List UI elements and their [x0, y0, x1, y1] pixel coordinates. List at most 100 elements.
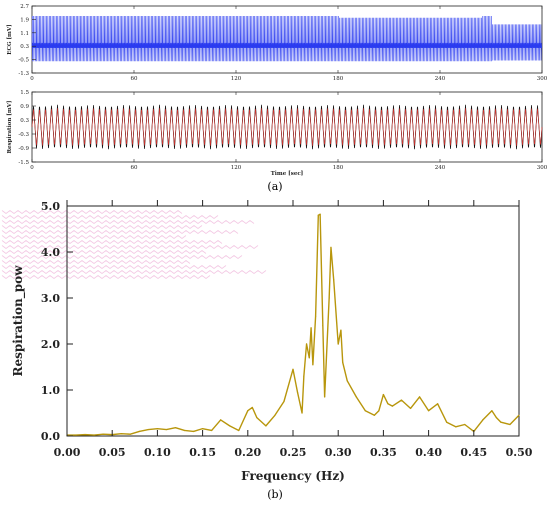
- panel-a-caption: (a): [267, 180, 282, 193]
- spectrum-point: [322, 325, 324, 327]
- spectrum-point: [373, 414, 375, 416]
- respiration-y-axis-label: Respiration [mV]: [7, 100, 13, 153]
- spectrum-point: [315, 315, 317, 317]
- spectrum-point: [292, 368, 294, 370]
- spectrum-panel: 0.01.02.03.04.05.0 0.00 0.05 0.10 0.15 0.20 0…: [11, 200, 533, 483]
- spectrum-point: [495, 417, 497, 419]
- respiration-fit-line: [31, 108, 543, 146]
- spectrum-line: [67, 213, 520, 436]
- spectrum-point: [382, 394, 384, 396]
- spectrum-point: [165, 428, 168, 431]
- spectrum-point: [328, 297, 330, 299]
- spectrum-point: [400, 399, 403, 401]
- respiration-y-ticks: 1.5 0.9 0.3 -0.3 -0.9 -1.5: [18, 90, 36, 166]
- spectrum-point: [283, 400, 285, 403]
- spectrum-point: [192, 430, 195, 432]
- spectrum-point: [378, 410, 380, 412]
- x-tick-label: 0.25: [280, 446, 307, 459]
- spectrum-point: [183, 429, 186, 432]
- y-tick-label: 0.0: [41, 430, 60, 443]
- spectrum-point: [120, 433, 122, 435]
- artifact-stripe: [1, 215, 219, 219]
- spectrum-point: [428, 410, 430, 412]
- x-tick-label: 300: [537, 76, 548, 82]
- y-tick-label: -1.5: [18, 160, 29, 166]
- artifact-stripe: [1, 265, 227, 269]
- spectrum-point: [256, 417, 258, 419]
- y-tick-label: -0.3: [18, 132, 29, 138]
- panel-b-caption: (b): [267, 488, 283, 501]
- x-tick-label: 180: [333, 165, 344, 171]
- spectrum-point: [229, 425, 231, 427]
- x-tick-label: 240: [435, 165, 446, 171]
- respiration-series: [31, 104, 543, 150]
- spectrum-plot-frame: [66, 205, 520, 437]
- spectrum-point: [482, 419, 484, 421]
- ecg-panel: 2.7 1.9 1.1 0.3 -0.5 -1.3 0 60 120 180 240 300 ECG…: [7, 4, 548, 82]
- respiration-panel: 1.5 0.9 0.3 -0.3 -0.9 -1.5 0 60 120 180 240 300 Re…: [7, 90, 548, 177]
- spectrum-point: [509, 423, 511, 426]
- x-tick-label: 0.30: [325, 446, 352, 459]
- artifact-stripe: [1, 250, 207, 254]
- x-tick-label: 240: [435, 76, 446, 82]
- spectrum-point: [437, 403, 439, 405]
- background-artifact: [1, 210, 267, 279]
- spectrum-point: [418, 396, 421, 398]
- spectrum-point: [455, 426, 457, 428]
- ecg-y-axis-label: ECG [mV]: [7, 24, 13, 54]
- y-tick-label: 0.3: [20, 44, 29, 50]
- artifact-stripe: [1, 225, 203, 229]
- x-tick-label: 0.45: [460, 446, 487, 459]
- x-tick-label: 120: [231, 165, 242, 171]
- spectrum-point: [319, 213, 321, 215]
- x-tick-label: 0.00: [54, 446, 81, 459]
- y-tick-label: 0.3: [20, 118, 29, 124]
- spectrum-point: [310, 327, 312, 329]
- x-tick-label: 60: [131, 165, 138, 171]
- x-tick-label: 0.05: [99, 446, 126, 459]
- artifact-stripe: [1, 270, 267, 274]
- x-tick-label: 0.10: [144, 446, 171, 459]
- spectrum-point: [301, 412, 303, 414]
- y-tick-label: 5.0: [41, 200, 60, 213]
- ecg-x-ticks: 0 60 120 180 240 300: [30, 6, 548, 82]
- y-tick-label: -1.3: [18, 71, 29, 77]
- spectrum-point: [303, 375, 305, 377]
- spectrum-point: [337, 343, 339, 345]
- x-tick-label: 120: [231, 76, 242, 82]
- spectrum-point: [342, 361, 344, 363]
- spectrum-point: [238, 429, 240, 432]
- spectrum-point: [75, 434, 77, 436]
- spectrum-y-ticks: 0.0 1.0 2.0 3.0 4.0 5.0: [41, 200, 73, 443]
- spectrum-point: [387, 403, 389, 405]
- y-tick-label: 0.9: [20, 104, 29, 110]
- spectrum-point: [364, 410, 366, 412]
- spectrum-point: [147, 428, 149, 431]
- spectrum-point: [330, 246, 332, 248]
- artifact-stripe: [1, 255, 243, 259]
- y-tick-label: 1.0: [41, 384, 60, 397]
- x-tick-label: 60: [131, 76, 138, 82]
- spectrum-series: [66, 213, 520, 436]
- y-tick-label: 1.1: [20, 31, 29, 37]
- spectrum-point: [446, 421, 448, 423]
- y-tick-label: 4.0: [41, 246, 60, 259]
- respiration-x-ticks: 0 60 120 180 240 300: [30, 92, 548, 171]
- spectrum-point: [518, 414, 520, 416]
- spectrum-point: [274, 414, 276, 416]
- spectrum-point: [324, 396, 326, 398]
- y-tick-label: -0.5: [18, 58, 29, 64]
- spectrum-point: [409, 407, 412, 409]
- spectrum-point: [346, 380, 348, 382]
- x-tick-label: 0.15: [189, 446, 216, 459]
- artifact-stripe: [1, 275, 211, 279]
- spectrum-point: [265, 425, 267, 427]
- spectrum-x-ticks: 0.00 0.05 0.10 0.15 0.20 0.25 0.30 0.35 0.40 0.45…: [54, 200, 533, 459]
- ecg-series: [31, 16, 542, 62]
- y-tick-label: 2.0: [41, 338, 60, 351]
- x-tick-label: 0.50: [506, 446, 533, 459]
- x-tick-label: 180: [333, 76, 344, 82]
- artifact-stripe: [1, 210, 183, 214]
- x-tick-label: 0: [30, 165, 34, 171]
